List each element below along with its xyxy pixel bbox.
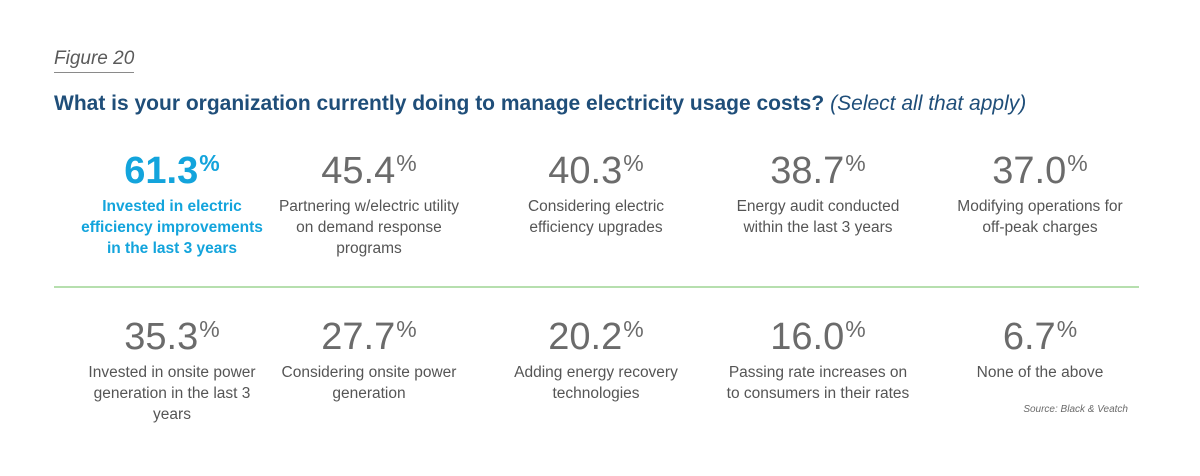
stat-number: 35.3 (124, 316, 199, 358)
stat-item: 38.7% Energy audit conducted within the l… (723, 152, 913, 238)
stat-item: 61.3% Invested in electric efficiency imp… (77, 152, 267, 259)
row-divider (54, 286, 1139, 288)
source-note: Source: Black & Veatch (1023, 404, 1128, 415)
stat-label: Energy audit conducted within the last 3… (736, 198, 900, 236)
stat-value: 45.4% (274, 150, 464, 192)
percent-sign: % (199, 316, 220, 342)
stat-item: 6.7% None of the above (945, 318, 1135, 383)
stat-label: None of the above (976, 364, 1104, 381)
stat-label: Considering electric efficiency upgrades (527, 198, 665, 236)
stat-value: 61.3% (77, 150, 267, 192)
stat-label: Passing rate increases on to consumers i… (726, 364, 910, 402)
stat-item: 40.3% Considering electric efficiency upg… (501, 152, 691, 238)
stat-item: 37.0% Modifying operations for off-peak c… (945, 152, 1135, 238)
percent-sign: % (396, 316, 417, 342)
stat-label: Modifying operations for off-peak charge… (957, 198, 1123, 236)
stat-number: 45.4 (321, 150, 396, 192)
stat-label: Adding energy recovery technologies (514, 364, 678, 402)
stat-item: 20.2% Adding energy recovery technologies (501, 318, 691, 404)
stat-item: 27.7% Considering onsite power generation (274, 318, 464, 404)
percent-sign: % (845, 150, 866, 176)
stat-number: 6.7 (1002, 316, 1056, 358)
stat-number: 27.7 (321, 316, 396, 358)
stat-number: 20.2 (548, 316, 623, 358)
percent-sign: % (623, 150, 644, 176)
chart-title: What is your organization currently doin… (54, 92, 1164, 116)
percent-sign: % (623, 316, 644, 342)
stat-number: 61.3 (124, 150, 199, 192)
stat-value: 16.0% (723, 316, 913, 358)
figure-label: Figure 20 (54, 48, 135, 73)
stat-value: 38.7% (723, 150, 913, 192)
percent-sign: % (845, 316, 866, 342)
stat-value: 35.3% (77, 316, 267, 358)
chart-question: What is your organization currently doin… (54, 92, 825, 115)
stat-value: 37.0% (945, 150, 1135, 192)
percent-sign: % (199, 150, 220, 176)
stat-item: 45.4% Partnering w/electric utility on de… (274, 152, 464, 259)
stat-label: Partnering w/electric utility on demand … (278, 198, 460, 257)
percent-sign: % (396, 150, 417, 176)
percent-sign: % (1056, 316, 1078, 342)
stat-value: 20.2% (501, 316, 691, 358)
stat-item: 35.3% Invested in onsite power generation… (77, 318, 267, 425)
stat-number: 38.7 (770, 150, 845, 192)
stat-label: Considering onsite power generation (281, 364, 457, 402)
stat-label: Invested in electric efficiency improvem… (81, 198, 263, 257)
stat-number: 40.3 (548, 150, 623, 192)
stat-number: 16.0 (770, 316, 845, 358)
stat-value: 40.3% (501, 150, 691, 192)
stat-number: 37.0 (992, 150, 1067, 192)
chart-qualifier: (Select all that apply) (830, 92, 1027, 115)
stat-label: Invested in onsite power generation in t… (88, 364, 256, 423)
stat-item: 16.0% Passing rate increases on to consum… (723, 318, 913, 404)
stat-value: 6.7% (945, 316, 1135, 358)
stat-value: 27.7% (274, 316, 464, 358)
percent-sign: % (1067, 150, 1088, 176)
